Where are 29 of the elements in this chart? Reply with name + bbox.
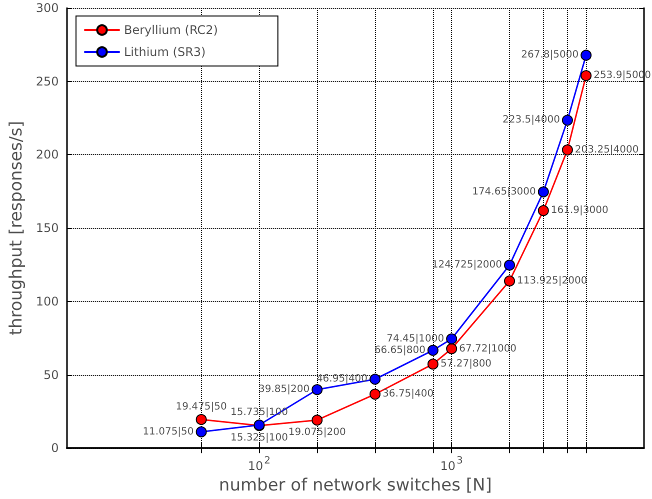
y-tick-label: 300 bbox=[36, 1, 59, 15]
data-label: 19.075|200 bbox=[288, 427, 346, 438]
y-tick-label: 150 bbox=[36, 221, 59, 236]
data-label: 113.925|2000 bbox=[517, 275, 588, 286]
y-tick-label: 200 bbox=[36, 148, 59, 162]
y-tick-label: 0 bbox=[51, 441, 59, 456]
data-label: 11.075|50 bbox=[142, 426, 194, 438]
data-label: 15.325|100 bbox=[230, 432, 288, 444]
data-label: 66.65|800 bbox=[374, 344, 426, 356]
data-label: 223.5|4000 bbox=[502, 114, 560, 126]
data-label: 36.75|400 bbox=[382, 388, 434, 400]
data-label: 67.72|1000 bbox=[459, 343, 517, 354]
data-label: 57.27|800 bbox=[440, 358, 492, 370]
data-label: 124.725|2000 bbox=[432, 260, 502, 271]
data-label: 267.8|5000 bbox=[521, 50, 579, 61]
data-label: 74.45|1000 bbox=[386, 333, 444, 344]
y-tick-label: 50 bbox=[44, 368, 59, 382]
legend-label: Lithium (SR3) bbox=[124, 45, 206, 59]
x-axis-title: number of network switches [N] bbox=[218, 476, 492, 496]
data-label: 46.95|400 bbox=[316, 374, 368, 385]
data-label: 174.65|3000 bbox=[472, 186, 536, 198]
data-label: 161.9|3000 bbox=[550, 205, 608, 216]
data-label: 39.85|200 bbox=[258, 384, 310, 396]
data-label: 19.475|50 bbox=[176, 402, 227, 413]
y-tick-label: 250 bbox=[36, 74, 59, 88]
data-label: 203.25|4000 bbox=[574, 144, 639, 156]
y-tick-label: 100 bbox=[36, 294, 59, 308]
y-axis-title: throughput [responses/s] bbox=[6, 120, 26, 336]
legend-label: Beryllium (RC2) bbox=[124, 23, 218, 37]
